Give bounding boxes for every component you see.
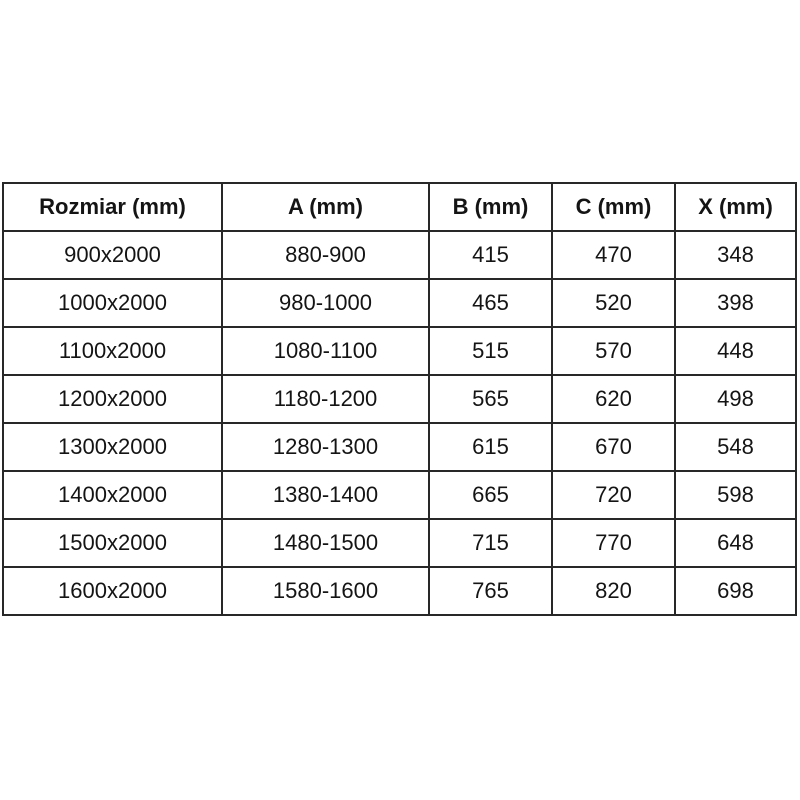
table-cell: 465 xyxy=(428,278,553,328)
table-cell: 620 xyxy=(551,374,676,424)
table-cell: 615 xyxy=(428,422,553,472)
table-cell: 598 xyxy=(674,470,797,520)
table-row: 1000x2000 980-1000 465 520 398 xyxy=(2,278,797,328)
table-cell: 670 xyxy=(551,422,676,472)
header-cell-b: B (mm) xyxy=(428,182,553,232)
table-cell: 900x2000 xyxy=(2,230,223,280)
table-cell: 1080-1100 xyxy=(221,326,430,376)
table-cell: 448 xyxy=(674,326,797,376)
table-cell: 570 xyxy=(551,326,676,376)
table-cell: 770 xyxy=(551,518,676,568)
table-cell: 1200x2000 xyxy=(2,374,223,424)
table-cell: 648 xyxy=(674,518,797,568)
table-cell: 415 xyxy=(428,230,553,280)
table-row: 1600x2000 1580-1600 765 820 698 xyxy=(2,566,797,616)
table-cell: 1100x2000 xyxy=(2,326,223,376)
table-row: 1500x2000 1480-1500 715 770 648 xyxy=(2,518,797,568)
table-cell: 515 xyxy=(428,326,553,376)
table-cell: 1000x2000 xyxy=(2,278,223,328)
table-row: 1200x2000 1180-1200 565 620 498 xyxy=(2,374,797,424)
table-cell: 548 xyxy=(674,422,797,472)
table-cell: 398 xyxy=(674,278,797,328)
table-cell: 1280-1300 xyxy=(221,422,430,472)
header-cell-x: X (mm) xyxy=(674,182,797,232)
header-cell-c: C (mm) xyxy=(551,182,676,232)
table-cell: 698 xyxy=(674,566,797,616)
table-cell: 498 xyxy=(674,374,797,424)
table-cell: 1380-1400 xyxy=(221,470,430,520)
table-cell: 715 xyxy=(428,518,553,568)
table-row: 900x2000 880-900 415 470 348 xyxy=(2,230,797,280)
table-cell: 1500x2000 xyxy=(2,518,223,568)
table-row: 1100x2000 1080-1100 515 570 448 xyxy=(2,326,797,376)
table-cell: 348 xyxy=(674,230,797,280)
table-cell: 1480-1500 xyxy=(221,518,430,568)
table-row: 1300x2000 1280-1300 615 670 548 xyxy=(2,422,797,472)
table-cell: 820 xyxy=(551,566,676,616)
table-cell: 720 xyxy=(551,470,676,520)
header-cell-a: A (mm) xyxy=(221,182,430,232)
table-cell: 470 xyxy=(551,230,676,280)
table-cell: 880-900 xyxy=(221,230,430,280)
table-cell: 1600x2000 xyxy=(2,566,223,616)
header-cell-rozmiar: Rozmiar (mm) xyxy=(2,182,223,232)
table-cell: 980-1000 xyxy=(221,278,430,328)
table-cell: 1580-1600 xyxy=(221,566,430,616)
table-cell: 520 xyxy=(551,278,676,328)
table-cell: 565 xyxy=(428,374,553,424)
table-header-row: Rozmiar (mm) A (mm) B (mm) C (mm) X (mm) xyxy=(2,182,797,232)
table-row: 1400x2000 1380-1400 665 720 598 xyxy=(2,470,797,520)
table-cell: 1180-1200 xyxy=(221,374,430,424)
table-cell: 665 xyxy=(428,470,553,520)
size-spec-table: Rozmiar (mm) A (mm) B (mm) C (mm) X (mm)… xyxy=(2,182,797,616)
table-cell: 765 xyxy=(428,566,553,616)
table-cell: 1300x2000 xyxy=(2,422,223,472)
table-cell: 1400x2000 xyxy=(2,470,223,520)
